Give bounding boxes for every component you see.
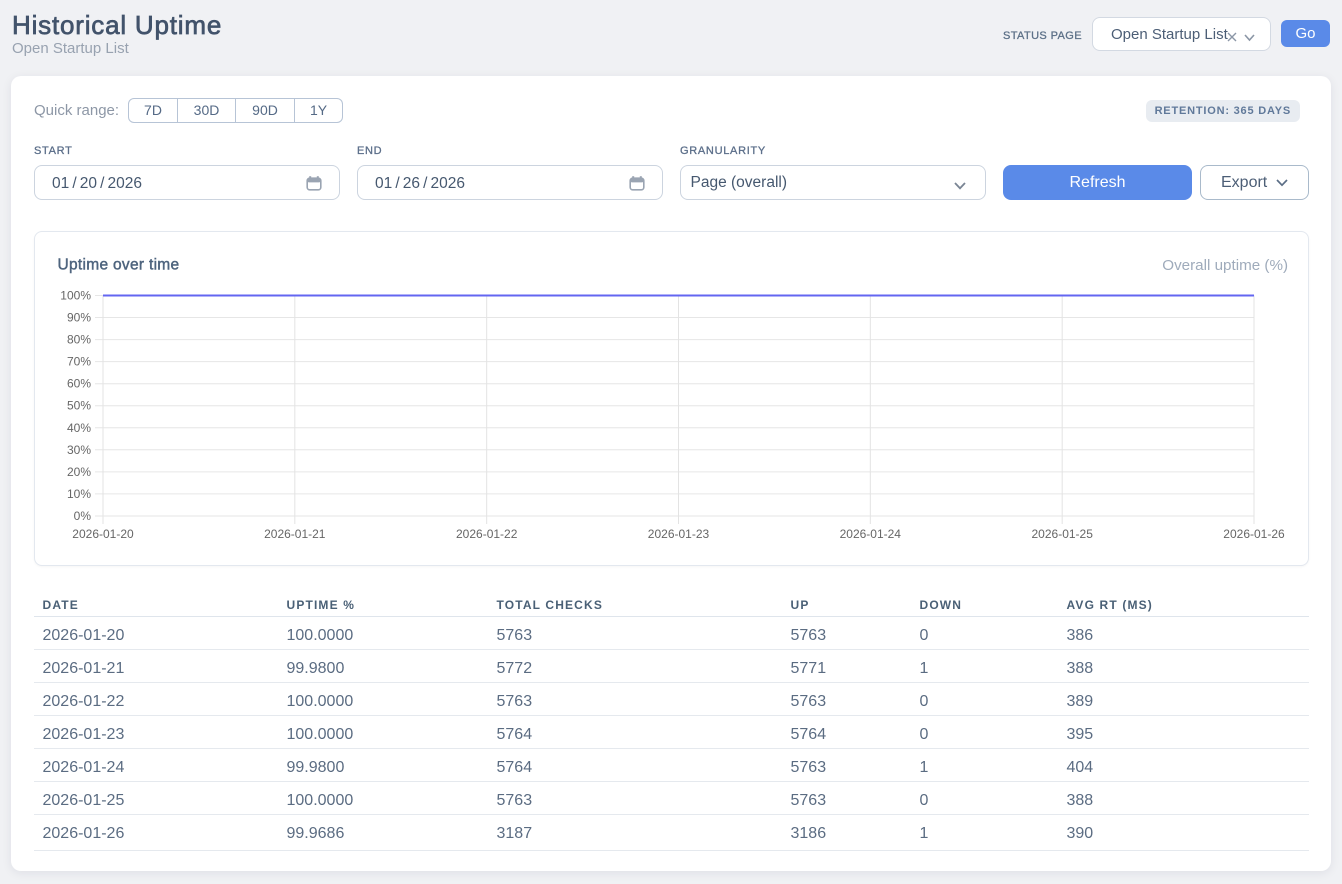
svg-text:Uptime over time: Uptime over time <box>58 257 180 274</box>
svg-text:2026-01-25: 2026-01-25 <box>1032 527 1094 541</box>
svg-text:2026-01-22: 2026-01-22 <box>456 527 518 541</box>
svg-text:20%: 20% <box>67 465 91 479</box>
svg-text:Overall uptime (%): Overall uptime (%) <box>1162 257 1288 274</box>
svg-text:2026-01-24: 2026-01-24 <box>840 527 902 541</box>
svg-text:90%: 90% <box>67 311 91 325</box>
svg-text:2026-01-20: 2026-01-20 <box>72 527 134 541</box>
svg-text:2026-01-23: 2026-01-23 <box>648 527 710 541</box>
svg-text:2026-01-26: 2026-01-26 <box>1223 527 1285 541</box>
svg-text:70%: 70% <box>67 355 91 369</box>
svg-text:30%: 30% <box>67 443 91 457</box>
svg-text:0%: 0% <box>74 509 92 523</box>
svg-text:80%: 80% <box>67 333 91 347</box>
svg-text:100%: 100% <box>60 289 91 303</box>
svg-text:60%: 60% <box>67 377 91 391</box>
svg-text:10%: 10% <box>67 487 91 501</box>
svg-text:40%: 40% <box>67 421 91 435</box>
svg-text:50%: 50% <box>67 399 91 413</box>
svg-text:2026-01-21: 2026-01-21 <box>264 527 326 541</box>
